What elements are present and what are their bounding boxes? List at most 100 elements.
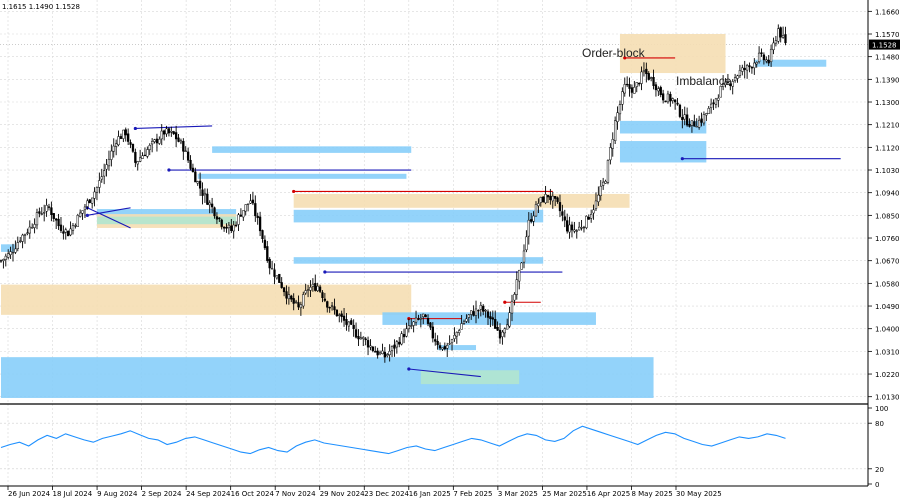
candle-body[interactable] (556, 197, 559, 202)
candle-body[interactable] (417, 318, 420, 320)
candle-body[interactable] (522, 250, 526, 263)
candle-body[interactable] (242, 210, 245, 218)
candle-body[interactable] (405, 328, 408, 337)
candle-body[interactable] (515, 279, 518, 295)
candle-body[interactable] (661, 93, 665, 101)
candle-body[interactable] (510, 300, 514, 314)
candle-body[interactable] (345, 319, 348, 325)
candle-body[interactable] (580, 227, 583, 229)
candle-body[interactable] (731, 81, 734, 87)
candle-body[interactable] (299, 304, 303, 309)
candle-body[interactable] (230, 225, 233, 232)
candle-body[interactable] (155, 138, 159, 144)
candle-body[interactable] (9, 251, 12, 255)
candle-body[interactable] (412, 321, 415, 326)
candle-body[interactable] (757, 52, 761, 63)
candle-body[interactable] (364, 338, 367, 341)
candle-body[interactable] (690, 120, 694, 126)
candle-body[interactable] (676, 102, 679, 105)
candle-body[interactable] (292, 298, 295, 304)
candle-body[interactable] (110, 150, 113, 160)
candle-body[interactable] (246, 203, 250, 205)
candle-body[interactable] (688, 124, 691, 127)
candle-body[interactable] (126, 133, 130, 142)
candle-body[interactable] (769, 48, 773, 63)
candle-body[interactable] (59, 224, 63, 231)
candle-body[interactable] (467, 314, 470, 318)
candle-body[interactable] (76, 215, 79, 227)
candle-body[interactable] (38, 211, 41, 214)
candle-body[interactable] (19, 240, 22, 242)
candle-body[interactable] (431, 326, 434, 339)
candle-body[interactable] (100, 176, 103, 180)
candle-body[interactable] (551, 195, 554, 202)
candle-body[interactable] (122, 129, 125, 139)
candle-body[interactable] (198, 180, 202, 189)
candle-body[interactable] (714, 98, 718, 105)
candle-body[interactable] (697, 119, 701, 128)
candle-body[interactable] (172, 131, 175, 135)
candles[interactable] (0, 24, 787, 363)
candle-body[interactable] (434, 339, 437, 342)
candle-body[interactable] (383, 351, 386, 358)
candle-body[interactable] (659, 87, 662, 96)
candle-body[interactable] (119, 136, 123, 139)
candle-body[interactable] (539, 197, 542, 203)
candle-body[interactable] (318, 286, 322, 292)
candle-body[interactable] (470, 310, 473, 315)
candle-body[interactable] (570, 224, 574, 231)
candle-body[interactable] (450, 339, 454, 344)
candle-body[interactable] (496, 327, 499, 331)
candle-body[interactable] (429, 322, 432, 328)
candle-body[interactable] (330, 305, 334, 307)
candle-body[interactable] (40, 213, 43, 215)
candle-body[interactable] (585, 215, 588, 229)
candle-body[interactable] (777, 28, 780, 42)
candle-body[interactable] (438, 345, 442, 349)
candle-body[interactable] (160, 130, 163, 140)
candle-body[interactable] (287, 294, 291, 300)
candle-body[interactable] (167, 128, 171, 134)
candle-body[interactable] (270, 268, 274, 270)
candle-body[interactable] (52, 213, 55, 219)
candle-body[interactable] (64, 229, 67, 233)
candle-body[interactable] (165, 128, 168, 135)
candle-body[interactable] (424, 314, 427, 318)
candle-body[interactable] (189, 159, 192, 169)
candle-body[interactable] (304, 290, 307, 294)
candle-body[interactable] (239, 214, 243, 217)
candle-body[interactable] (503, 328, 506, 334)
candle-body[interactable] (390, 345, 394, 351)
candle-body[interactable] (333, 306, 336, 311)
candle-body[interactable] (486, 311, 490, 318)
candle-body[interactable] (678, 104, 682, 117)
candle-body[interactable] (369, 345, 372, 348)
candle-body[interactable] (575, 230, 578, 232)
candle-body[interactable] (103, 170, 106, 177)
candle-body[interactable] (297, 302, 300, 308)
candle-body[interactable] (635, 82, 638, 87)
candle-body[interactable] (71, 225, 75, 231)
candle-body[interactable] (326, 301, 329, 308)
candle-body[interactable] (227, 224, 231, 229)
candle-body[interactable] (124, 129, 127, 136)
candle-body[interactable] (513, 294, 516, 301)
candle-body[interactable] (23, 234, 27, 236)
candle-body[interactable] (460, 323, 463, 330)
candle-body[interactable] (738, 70, 742, 77)
candle-body[interactable] (477, 310, 480, 312)
candle-body[interactable] (280, 282, 283, 288)
candle-body[interactable] (220, 219, 223, 227)
candle-body[interactable] (33, 224, 36, 228)
candle-body[interactable] (153, 139, 156, 142)
candle-body[interactable] (599, 185, 602, 196)
candle-body[interactable] (285, 291, 288, 299)
candle-body[interactable] (779, 27, 782, 38)
candle-body[interactable] (95, 187, 99, 193)
candle-body[interactable] (527, 219, 530, 237)
candle-body[interactable] (760, 52, 763, 54)
candle-body[interactable] (745, 65, 749, 71)
candle-body[interactable] (203, 193, 207, 196)
candle-body[interactable] (443, 346, 446, 350)
candle-body[interactable] (772, 42, 775, 51)
